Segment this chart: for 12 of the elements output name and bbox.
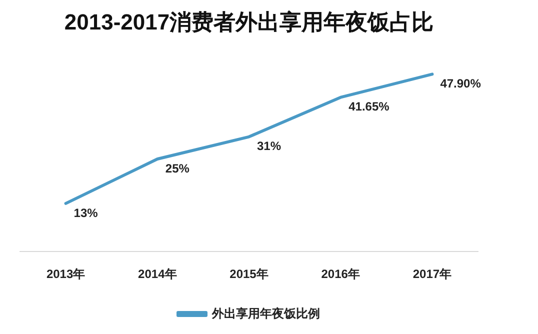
data-label: 31% — [257, 139, 282, 154]
x-tick-label: 2017年 — [412, 267, 452, 282]
data-label: 47.90% — [440, 76, 482, 90]
x-tick-label: 2015年 — [230, 267, 268, 282]
x-tick-label: 2014年 — [138, 267, 177, 282]
chart-title: 2013-2017消费者外出享用年夜饭占比 — [64, 9, 434, 34]
data-label: 13% — [74, 206, 98, 220]
x-tick-label: 2013年 — [46, 267, 86, 282]
data-label: 25% — [165, 161, 190, 176]
data-label: 41.65% — [348, 100, 390, 114]
x-tick-label: 2016年 — [321, 267, 360, 282]
legend-label: 外出享用年夜饭比例 — [211, 306, 320, 320]
